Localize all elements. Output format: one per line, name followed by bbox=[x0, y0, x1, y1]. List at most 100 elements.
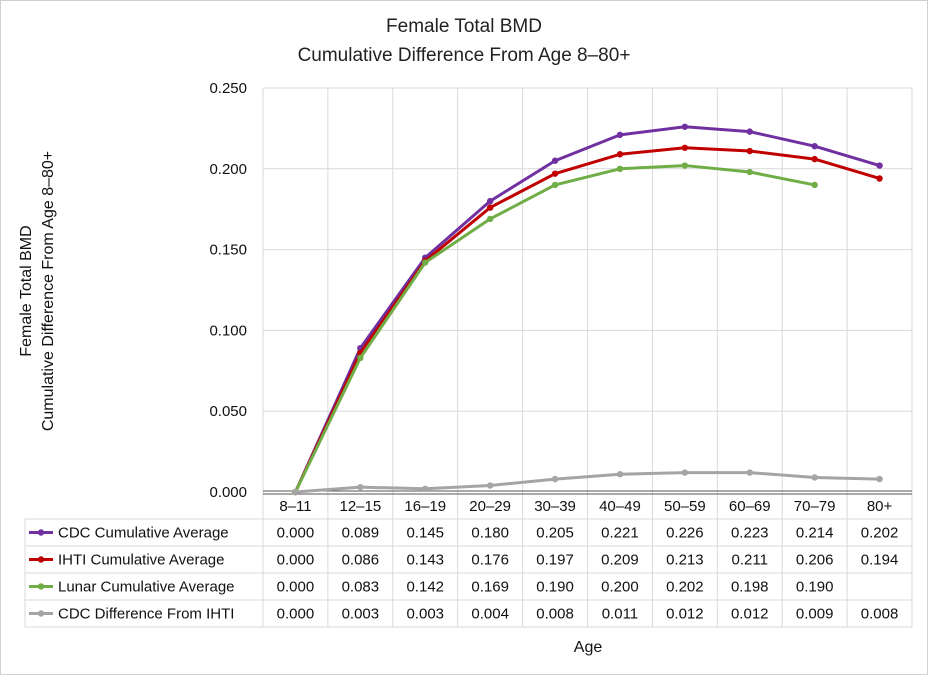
data-point bbox=[876, 175, 883, 182]
data-point bbox=[876, 475, 883, 483]
table-cell: 0.214 bbox=[796, 525, 834, 542]
legend-key-marker bbox=[37, 583, 45, 590]
table-cell: 0.000 bbox=[277, 579, 315, 596]
data-point bbox=[616, 151, 624, 158]
table-cell: 0.226 bbox=[666, 525, 704, 542]
table-cell: 0.009 bbox=[796, 606, 834, 623]
x-tick-label: 40–49 bbox=[599, 498, 641, 515]
series-line bbox=[295, 471, 880, 494]
y-axis-ticks: 0.000 0.050 0.100 0.150 0.200 0.250 bbox=[209, 80, 247, 501]
table-cell: 0.202 bbox=[666, 579, 704, 596]
data-point bbox=[616, 471, 624, 478]
table-cell: 0.012 bbox=[731, 606, 769, 623]
table-cell: 0.000 bbox=[277, 525, 315, 542]
x-tick-label: 8–11 bbox=[279, 498, 311, 515]
y-tick-label: 0.100 bbox=[209, 322, 247, 339]
data-point bbox=[486, 197, 494, 205]
y-tick-label: 0.200 bbox=[209, 161, 247, 178]
table-cell: 0.190 bbox=[796, 579, 834, 596]
data-point bbox=[292, 488, 299, 496]
data-point bbox=[811, 155, 818, 163]
table-cell: 0.008 bbox=[861, 606, 899, 623]
data-point bbox=[551, 170, 559, 177]
table-cell: 0.205 bbox=[536, 525, 574, 542]
table-cell: 0.083 bbox=[342, 579, 380, 596]
x-tick-label: 60–69 bbox=[729, 498, 771, 515]
legend-key-marker bbox=[37, 529, 45, 536]
legend-entry: CDC Cumulative Average bbox=[58, 525, 229, 542]
data-point bbox=[486, 482, 494, 489]
legend-key-marker bbox=[37, 556, 45, 563]
table-cell: 0.200 bbox=[601, 579, 639, 596]
legend-key-marker bbox=[37, 610, 45, 617]
data-point bbox=[746, 147, 753, 155]
data-point bbox=[551, 157, 559, 164]
data-point bbox=[616, 165, 624, 172]
chart-subtitle: Cumulative Difference From Age 8–80+ bbox=[298, 45, 631, 66]
table-cell: 0.180 bbox=[471, 525, 509, 542]
data-point bbox=[357, 483, 364, 491]
y-axis-subtitle: Cumulative Difference From Age 8–80+ bbox=[40, 151, 57, 431]
data-point bbox=[616, 131, 624, 139]
table-cell: 0.194 bbox=[861, 552, 899, 569]
table-cell: 0.004 bbox=[471, 606, 509, 623]
table-cell: 0.190 bbox=[536, 579, 574, 596]
data-point bbox=[681, 144, 689, 151]
table-cell: 0.197 bbox=[536, 552, 574, 569]
table-cell: 0.198 bbox=[731, 579, 769, 596]
table-cell: 0.213 bbox=[666, 552, 704, 569]
data-point bbox=[746, 168, 753, 176]
table-cell: 0.142 bbox=[406, 579, 444, 596]
y-tick-label: 0.150 bbox=[209, 242, 247, 259]
x-tick-label: 16–19 bbox=[404, 498, 446, 515]
data-point bbox=[681, 469, 689, 476]
data-point bbox=[746, 128, 753, 135]
table-cell: 0.089 bbox=[342, 525, 380, 542]
table-cell: 0.008 bbox=[536, 606, 574, 623]
series-lines bbox=[292, 123, 883, 496]
data-point bbox=[681, 123, 689, 130]
table-cell: 0.086 bbox=[342, 552, 380, 569]
y-tick-label: 0.000 bbox=[209, 484, 247, 501]
data-point bbox=[422, 259, 429, 266]
y-tick-label: 0.250 bbox=[209, 80, 247, 97]
data-point bbox=[551, 181, 559, 189]
series-line bbox=[294, 125, 880, 493]
data-point bbox=[486, 215, 494, 223]
data-point bbox=[486, 204, 494, 211]
data-point bbox=[422, 485, 429, 492]
table-cell: 0.209 bbox=[601, 552, 639, 569]
y-tick-label: 0.050 bbox=[209, 403, 247, 420]
legend-entry: CDC Difference From IHTI bbox=[58, 606, 234, 623]
table-cell: 0.169 bbox=[471, 579, 509, 596]
x-tick-label: 70–79 bbox=[794, 498, 836, 515]
table-cell: 0.211 bbox=[732, 552, 768, 569]
table-cell: 0.206 bbox=[796, 552, 834, 569]
data-point bbox=[746, 469, 753, 476]
table-cell: 0.012 bbox=[666, 606, 704, 623]
data-table: 8–11 12–15 16–19 20–29 30–39 40–49 50–59 60–69 7… bbox=[24, 498, 912, 628]
data-point bbox=[357, 354, 364, 362]
chart-title: Female Total BMD bbox=[386, 16, 542, 37]
x-tick-label: 30–39 bbox=[534, 498, 576, 515]
table-cell: 0.000 bbox=[277, 606, 315, 623]
x-axis-title: Age bbox=[574, 639, 603, 656]
x-tick-label: 12–15 bbox=[339, 498, 381, 515]
legend-entry: Lunar Cumulative Average bbox=[58, 579, 235, 596]
data-point bbox=[811, 181, 818, 189]
table-cell: 0.221 bbox=[601, 525, 639, 542]
data-point bbox=[811, 474, 818, 481]
x-tick-label: 80+ bbox=[867, 498, 893, 515]
table-cell: 0.003 bbox=[406, 606, 444, 623]
data-point bbox=[681, 162, 689, 169]
table-cell: 0.000 bbox=[277, 552, 315, 569]
series-line bbox=[294, 146, 880, 493]
data-point bbox=[876, 162, 883, 169]
data-point bbox=[551, 475, 559, 483]
table-cell: 0.145 bbox=[406, 525, 444, 542]
legend-entry: IHTI Cumulative Average bbox=[58, 552, 224, 569]
table-cell: 0.202 bbox=[861, 525, 899, 542]
table-cell: 0.176 bbox=[471, 552, 509, 569]
